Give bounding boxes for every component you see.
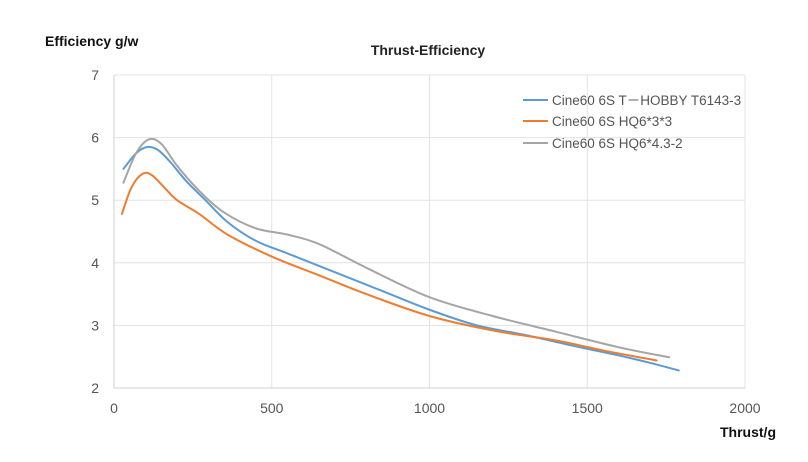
- x-tick-labels: 0 500 1000 1500 2000: [110, 400, 761, 416]
- legend-label-series-1: Cine60 6S T－HOBBY T6143-3: [552, 93, 741, 108]
- series: [120, 137, 680, 372]
- y-tick-label-6: 6: [91, 130, 99, 146]
- y-tick-label-7: 7: [91, 67, 99, 83]
- y-tick-label-5: 5: [91, 192, 99, 208]
- y-tick-labels: 2 3 4 5 6 7: [91, 67, 99, 396]
- series-line-1: [122, 145, 680, 372]
- x-tick-label-2000: 2000: [729, 400, 760, 416]
- y-axis-label: Efficiency g/w: [45, 33, 138, 49]
- x-tick-label-0: 0: [110, 400, 118, 416]
- x-tick-label-500: 500: [260, 400, 284, 416]
- y-tick-label-3: 3: [91, 317, 99, 333]
- legend-label-series-3: Cine60 6S HQ6*4.3-2: [552, 136, 683, 151]
- x-tick-label-1000: 1000: [414, 400, 445, 416]
- series-line-2: [120, 171, 658, 362]
- y-tick-label-2: 2: [91, 380, 99, 396]
- x-tick-label-1500: 1500: [572, 400, 603, 416]
- grid: [114, 74, 746, 388]
- axes: [113, 75, 745, 389]
- legend: Cine60 6S T－HOBBY T6143-3 Cine60 6S HQ6*…: [523, 93, 741, 151]
- chart-title: Thrust-Efficiency: [371, 42, 486, 58]
- legend-label-series-2: Cine60 6S HQ6*3*3: [552, 114, 672, 129]
- x-axis-label: Thrust/g: [720, 424, 776, 440]
- series-line-3: [122, 137, 671, 359]
- y-tick-label-4: 4: [91, 255, 99, 271]
